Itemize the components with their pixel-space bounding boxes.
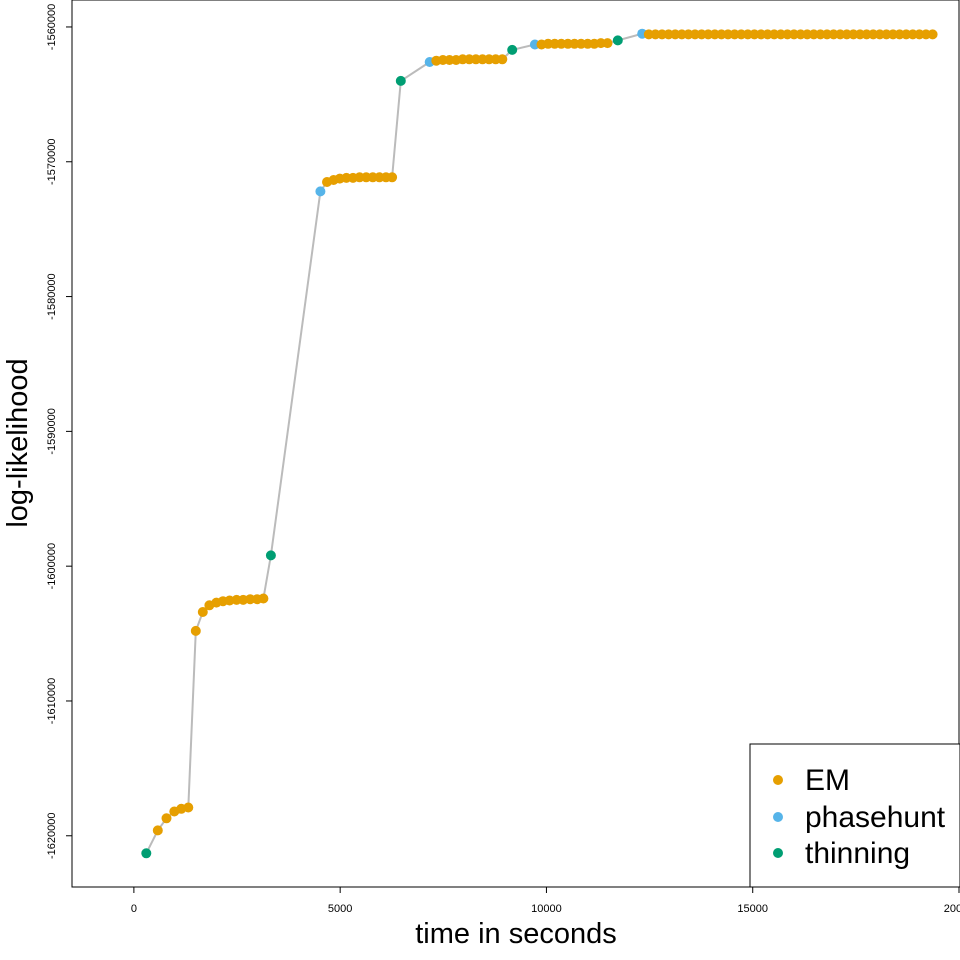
point-thinning	[507, 44, 518, 55]
y-tick-label: -1590000	[46, 408, 58, 455]
x-tick-label: 0	[131, 903, 137, 915]
legend-marker-phasehunt	[773, 812, 783, 822]
y-tick-label: -1560000	[46, 4, 58, 51]
point-EM	[197, 607, 208, 617]
point-EM	[387, 172, 398, 183]
y-axis: -1620000 -1610000 -1600000 -1590000 -1580000…	[46, 4, 72, 859]
legend-label-EM: EM	[805, 764, 850, 797]
point-EM	[927, 29, 938, 40]
series-line	[145, 32, 933, 854]
legend-marker-EM	[773, 775, 783, 785]
point-EM	[161, 813, 172, 824]
point-EM	[497, 54, 508, 65]
y-axis-title: log-likelihood	[2, 358, 34, 527]
point-EM	[152, 825, 163, 836]
y-tick-label: -1570000	[46, 139, 58, 186]
connecting-line	[145, 32, 933, 854]
data-points	[141, 28, 938, 859]
x-tick-label: 5000	[328, 903, 352, 915]
point-thinning	[265, 550, 276, 561]
point-EM	[245, 594, 256, 605]
legend-label-phasehunt: phasehunt	[805, 801, 946, 834]
legend-box	[749, 743, 960, 888]
plot-frame	[71, 0, 960, 888]
x-tick-label: 20000	[944, 903, 960, 915]
x-axis-title: time in seconds	[415, 918, 617, 950]
x-tick-label: 15000	[737, 903, 768, 915]
y-tick-label: -1610000	[46, 678, 58, 725]
x-tick-label: 10000	[531, 903, 562, 915]
y-tick-label: -1580000	[46, 273, 58, 320]
legend-label-thinning: thinning	[805, 837, 910, 870]
point-thinning	[141, 848, 152, 859]
point-phasehunt	[315, 186, 326, 197]
y-tick-label: -1620000	[46, 813, 58, 860]
point-EM	[190, 625, 201, 636]
y-tick-label: -1600000	[46, 543, 58, 590]
point-EM	[183, 802, 194, 813]
x-axis: 0 5000 10000 15000 20000	[131, 887, 960, 915]
point-EM	[258, 593, 269, 604]
point-EM	[602, 38, 613, 49]
legend-marker-thinning	[773, 848, 783, 858]
point-thinning	[395, 75, 406, 86]
point-thinning	[612, 35, 623, 46]
